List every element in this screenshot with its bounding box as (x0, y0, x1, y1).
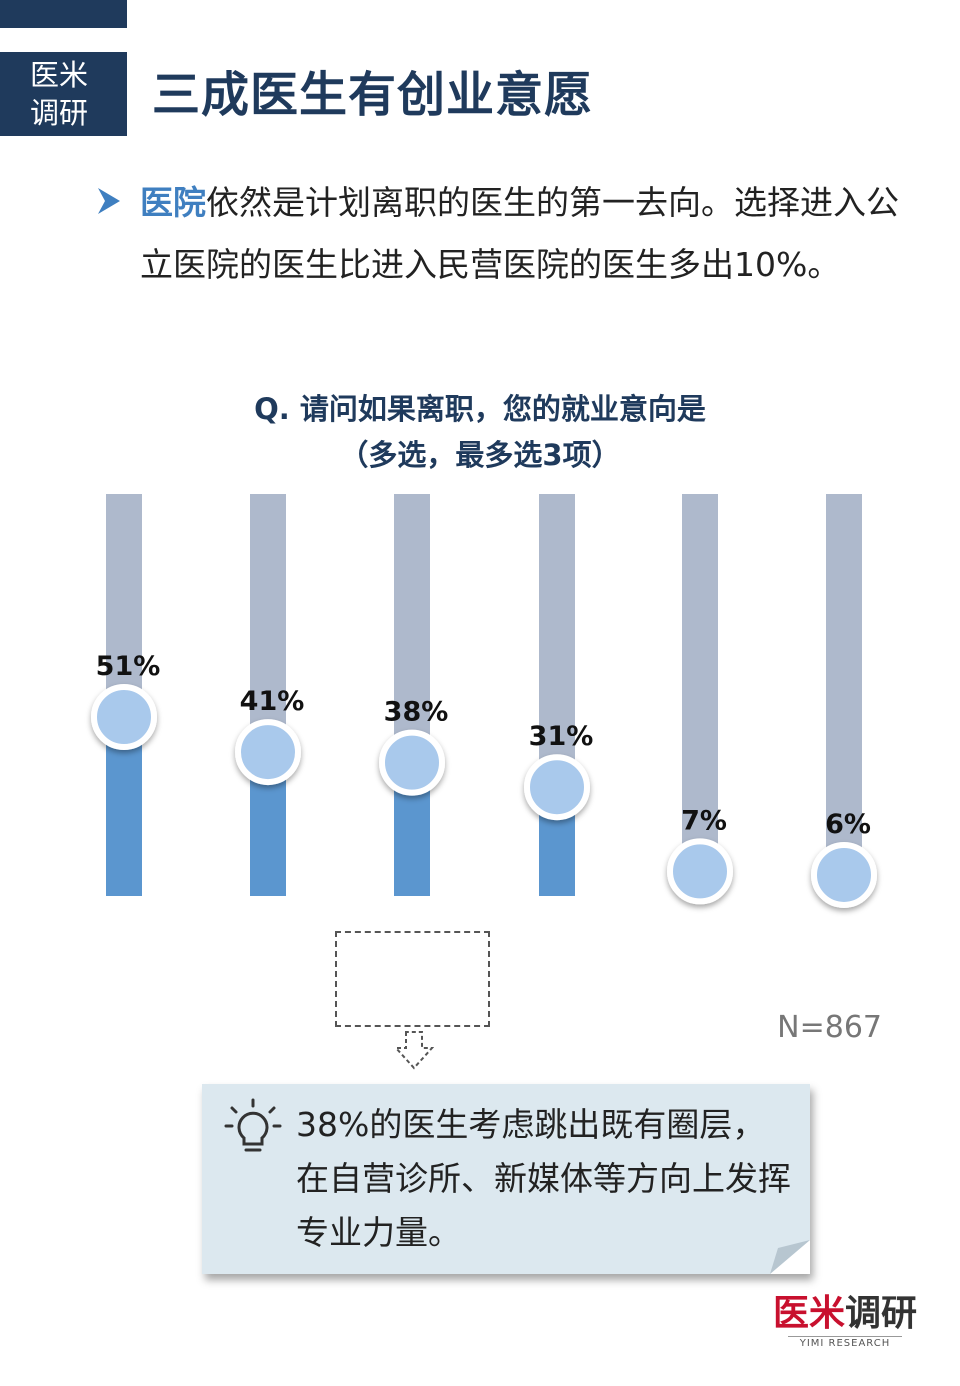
bar-chart: 51%公立医院41%民营医院38%自由执业/自主创业31%外资医院7%科技公司6… (91, 494, 877, 908)
top-strip (0, 0, 127, 28)
sample-size: N=867 (777, 1010, 882, 1045)
bar-knob (667, 838, 733, 905)
bar-knob (235, 719, 301, 786)
bar-knob (811, 841, 877, 908)
bar-knob (91, 683, 157, 750)
intro-body: 依然是计划离职的医生的第一去向。选择进入公立医院的医生比进入民营医院的医生多出1… (140, 183, 899, 284)
page-title: 三成医生有创业意愿 (152, 67, 594, 123)
intro-text: 医院依然是计划离职的医生的第一去向。选择进入公立医院的医生比进入民营医院的医生多… (140, 172, 900, 296)
brand-dark: 调研 (845, 1293, 918, 1334)
brand-sub: YIMI RESEARCH (788, 1336, 902, 1349)
data-label: 31% (529, 721, 594, 752)
chart-title: Q. 请问如果离职，您的就业意向是 (254, 392, 706, 426)
page-fold-corner (770, 1240, 810, 1274)
dashed-arrow-icon (394, 1031, 434, 1070)
data-label: 51% (96, 651, 161, 682)
logo-line2: 调研 (30, 96, 89, 130)
lightbulb-icon (224, 1098, 282, 1152)
data-label: 6% (825, 809, 871, 840)
logo-box: 医米 调研 (0, 52, 127, 136)
callout-box: 38%的医生考虑跳出既有圈层，在自营诊所、新媒体等方向上发挥专业力量。 (202, 1084, 810, 1274)
logo-line1: 医米 (30, 58, 89, 92)
brand-logo: 医米调研 YIMI RESEARCH (770, 1293, 920, 1350)
arrow-bullet-icon (98, 188, 120, 214)
data-label: 7% (681, 805, 727, 836)
bar-track (682, 494, 718, 896)
chart-subtitle: （多选，最多选3项） (339, 438, 621, 472)
data-label: 41% (240, 686, 305, 717)
intro-highlight: 医院 (140, 183, 206, 222)
bar-knob (379, 729, 445, 796)
bar-track (826, 494, 862, 896)
highlight-dashed-box (335, 931, 490, 1027)
data-label: 38% (384, 697, 449, 728)
callout-text: 38%的医生考虑跳出既有圈层，在自营诊所、新媒体等方向上发挥专业力量。 (296, 1105, 791, 1252)
brand-red: 医米 (772, 1293, 845, 1334)
bar-knob (524, 754, 590, 821)
